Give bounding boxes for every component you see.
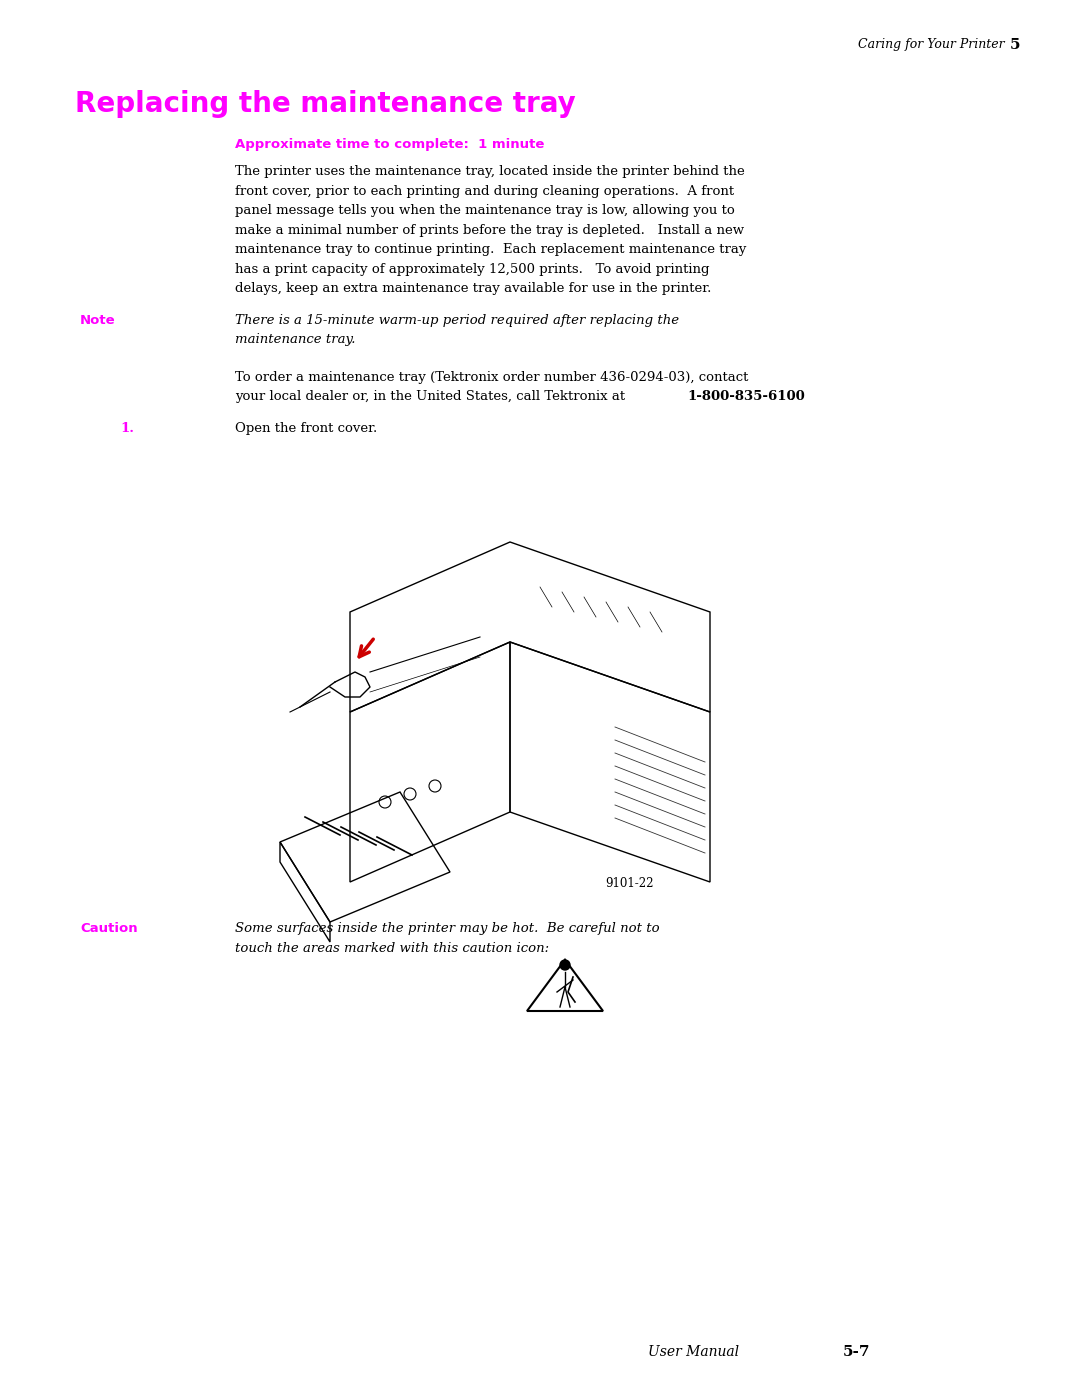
Text: touch the areas marked with this caution icon:: touch the areas marked with this caution… xyxy=(235,942,549,954)
Text: front cover, prior to each printing and during cleaning operations.  A front: front cover, prior to each printing and … xyxy=(235,184,734,197)
Text: has a print capacity of approximately 12,500 prints.   To avoid printing: has a print capacity of approximately 12… xyxy=(235,263,710,275)
Text: 1-800-835-6100: 1-800-835-6100 xyxy=(688,390,806,402)
Text: To order a maintenance tray (Tektronix order number 436-0294-03), contact: To order a maintenance tray (Tektronix o… xyxy=(235,370,748,384)
Text: Open the front cover.: Open the front cover. xyxy=(235,422,377,434)
Text: There is a 15-minute warm-up period required after replacing the: There is a 15-minute warm-up period requ… xyxy=(235,313,679,327)
Text: The printer uses the maintenance tray, located inside the printer behind the: The printer uses the maintenance tray, l… xyxy=(235,165,745,177)
Text: User Manual: User Manual xyxy=(648,1345,739,1359)
Text: maintenance tray.: maintenance tray. xyxy=(235,332,355,346)
Text: Note: Note xyxy=(80,313,116,327)
Text: 5-7: 5-7 xyxy=(842,1345,869,1359)
Text: Replacing the maintenance tray: Replacing the maintenance tray xyxy=(75,89,576,117)
Text: Approximate time to complete:  1 minute: Approximate time to complete: 1 minute xyxy=(235,138,544,151)
Text: Some surfaces inside the printer may be hot.  Be careful not to: Some surfaces inside the printer may be … xyxy=(235,922,660,935)
Text: .: . xyxy=(789,390,794,402)
Text: make a minimal number of prints before the tray is depleted.   Install a new: make a minimal number of prints before t… xyxy=(235,224,744,236)
Text: maintenance tray to continue printing.  Each replacement maintenance tray: maintenance tray to continue printing. E… xyxy=(235,243,746,256)
Text: 9101-22: 9101-22 xyxy=(605,877,653,890)
Circle shape xyxy=(561,960,570,970)
Text: Caring for Your Printer: Caring for Your Printer xyxy=(859,38,1005,52)
Text: delays, keep an extra maintenance tray available for use in the printer.: delays, keep an extra maintenance tray a… xyxy=(235,282,712,295)
Text: panel message tells you when the maintenance tray is low, allowing you to: panel message tells you when the mainten… xyxy=(235,204,734,217)
Text: 1.: 1. xyxy=(120,422,134,434)
Text: Caution: Caution xyxy=(80,922,137,935)
Text: your local dealer or, in the United States, call Tektronix at: your local dealer or, in the United Stat… xyxy=(235,390,630,402)
Text: 5: 5 xyxy=(1010,38,1021,52)
